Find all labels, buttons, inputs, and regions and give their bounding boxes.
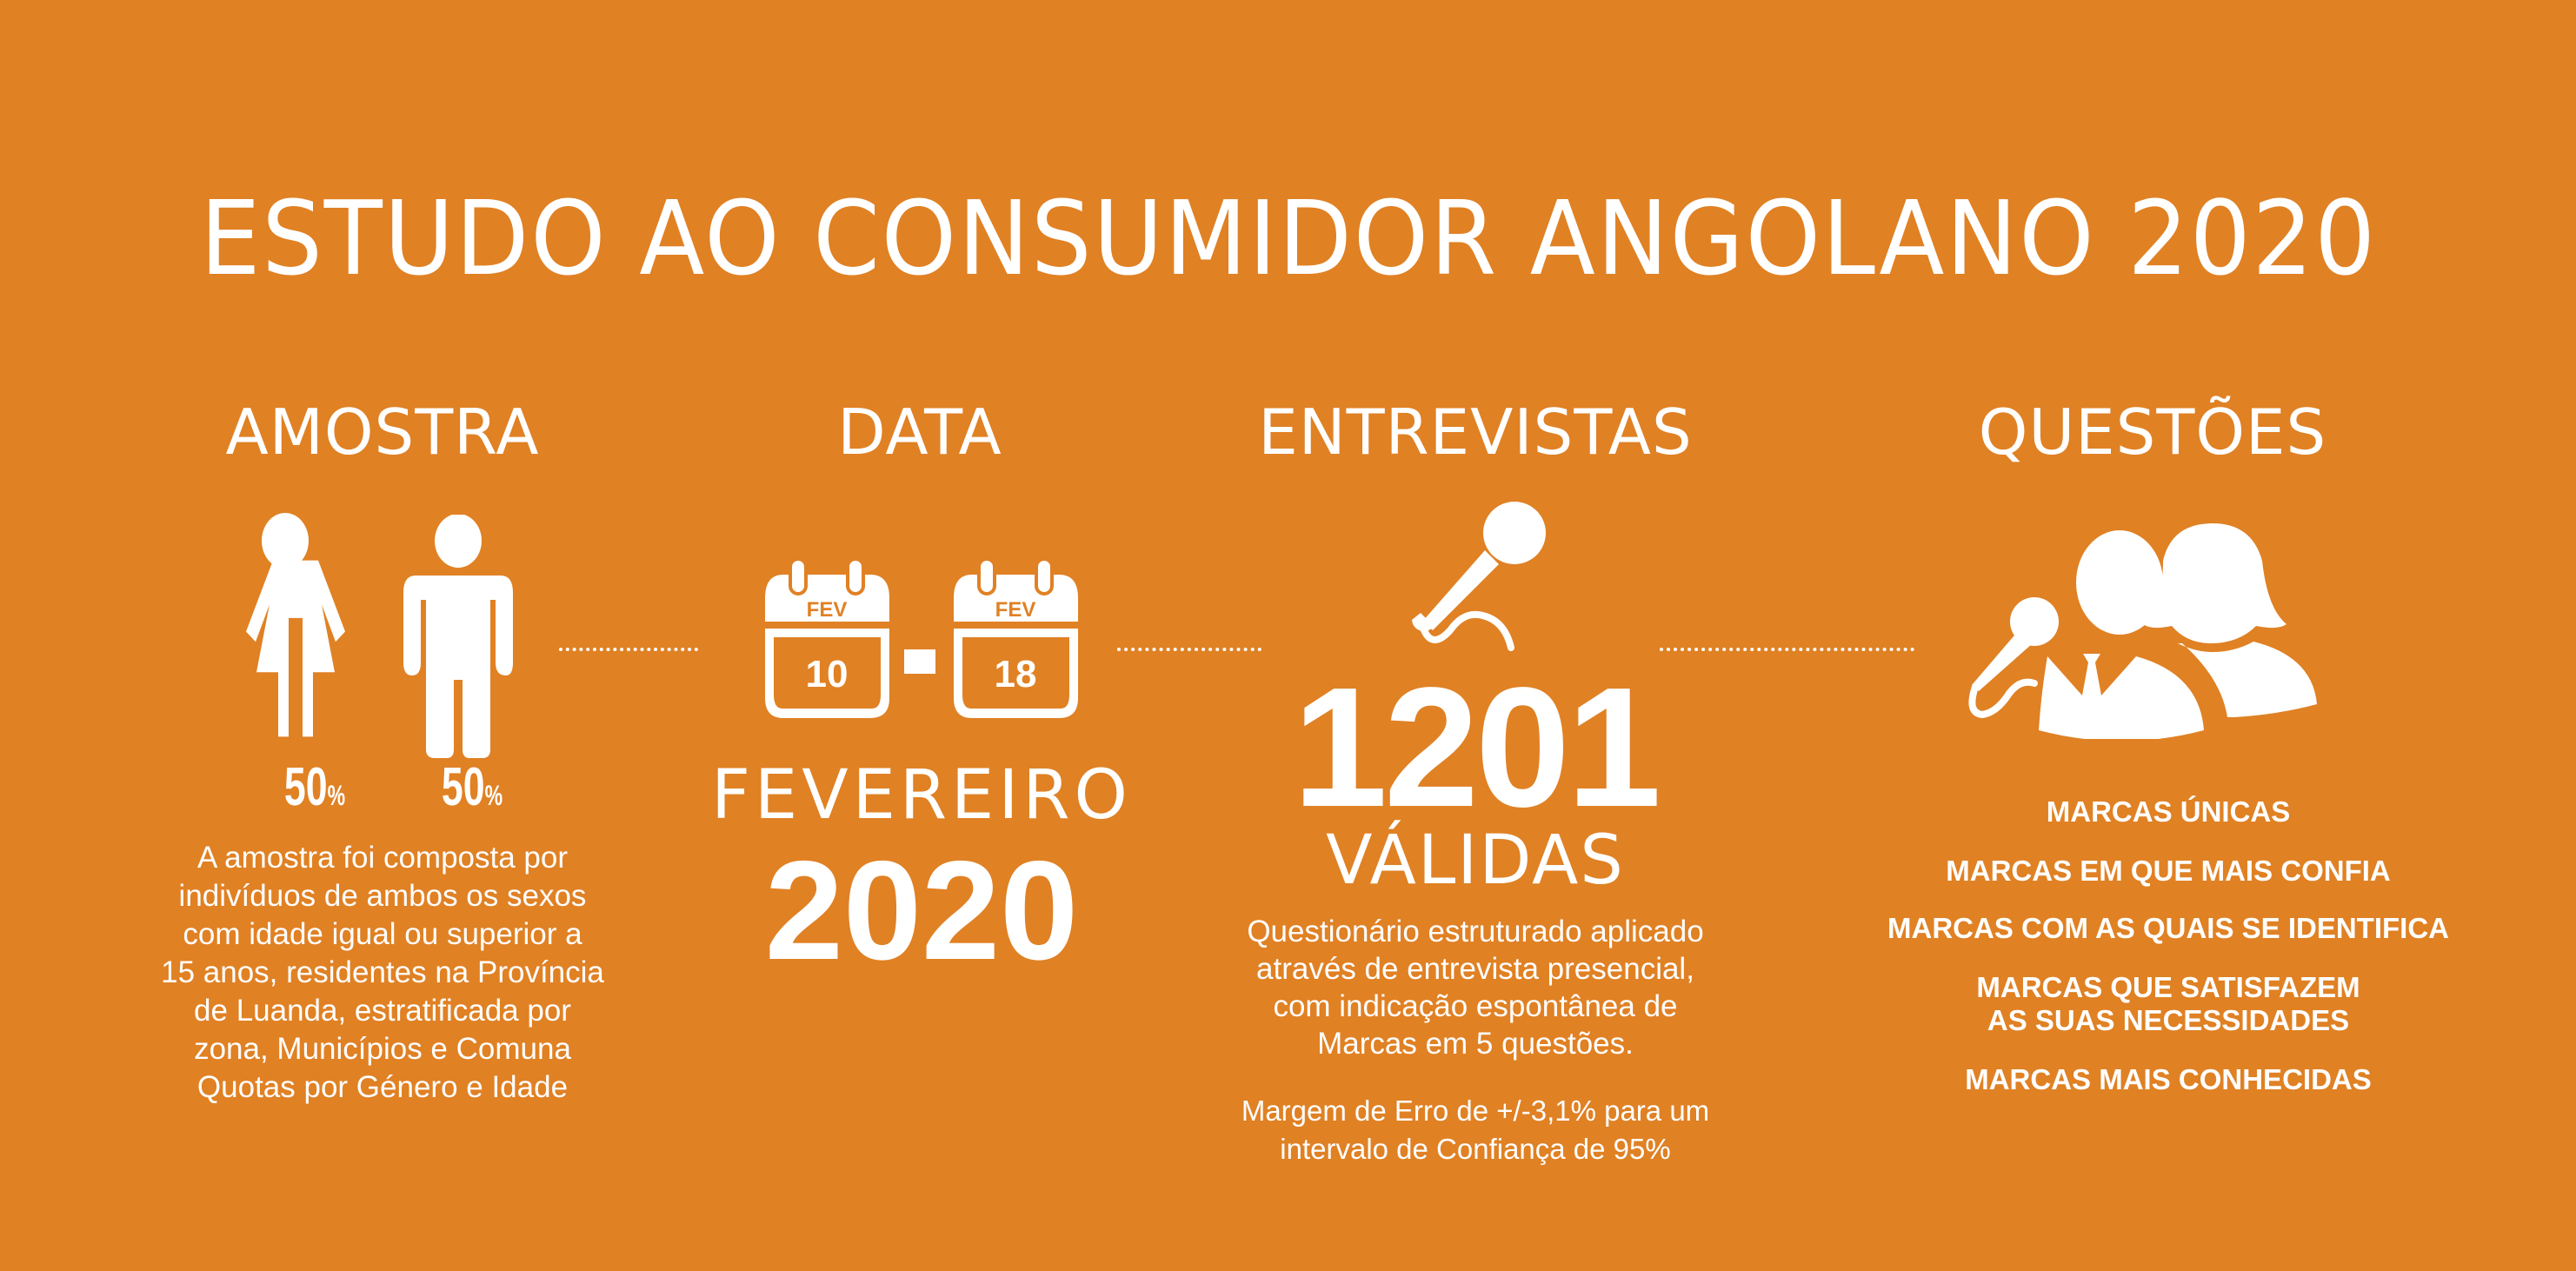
desc-line: Questionário estruturado aplicado (1247, 915, 1704, 948)
desc-line: através de entrevista presencial, (1256, 952, 1694, 986)
desc-line: com indicação espontânea de (1273, 989, 1678, 1023)
interview-count: 1201 (1292, 652, 1661, 842)
date-year: 2020 (764, 832, 1079, 989)
question-item: MARCAS ÚNICAS (2046, 795, 2291, 828)
question-item-continued: AS SUAS NECESSIDADES (1987, 1004, 2350, 1036)
desc-line: de Luanda, estratificada por (194, 994, 571, 1028)
question-item: MARCAS EM QUE MAIS CONFIA (1946, 855, 2391, 887)
man-icon (403, 515, 513, 758)
pct-sign: % (327, 780, 346, 811)
question-item: MARCAS COM AS QUAIS SE IDENTIFICA (1887, 912, 2449, 944)
calendar-month: FEV (807, 598, 848, 622)
desc-line: Marcas em 5 questões. (1317, 1027, 1634, 1061)
date-range-dash (904, 649, 935, 674)
interview-people-icon (1968, 523, 2317, 739)
margin-line: intervalo de Confiança de 95% (1280, 1133, 1671, 1165)
desc-line: indivíduos de ambos os sexos (178, 879, 587, 913)
male-percentage: 50% (442, 756, 503, 818)
question-item: MARCAS MAIS CONHECIDAS (1965, 1063, 2372, 1095)
heading-questoes: QUESTÕES (1978, 396, 2327, 469)
male-pct-value: 50 (441, 757, 485, 817)
interview-count-label: VÁLIDAS (1326, 822, 1625, 900)
dotted-divider (559, 648, 698, 651)
question-item: MARCAS QUE SATISFAZEM (1976, 971, 2360, 1003)
calendar-day: 10 (806, 653, 849, 695)
amostra-description: A amostra foi composta por indivíduos de… (161, 839, 604, 1107)
female-pct-value: 50 (283, 757, 328, 817)
margin-of-error: Margem de Erro de +/-3,1% para um interv… (1241, 1092, 1709, 1168)
pct-sign: % (484, 780, 503, 811)
calendar-start-icon: FEV 10 (765, 559, 889, 718)
dotted-divider (1117, 648, 1261, 651)
page-title: ESTUDO AO CONSUMIDOR ANGOLANO 2020 (200, 178, 2377, 298)
desc-line: A amostra foi composta por (196, 841, 569, 875)
calendar-end-icon: FEV 18 (954, 559, 1078, 718)
desc-line: 15 anos, residentes na Província (161, 955, 604, 989)
entrevistas-description: Questionário estruturado aplicado atravé… (1247, 913, 1703, 1062)
desc-line: com idade igual ou superior a (183, 917, 582, 951)
heading-amostra: AMOSTRA (225, 396, 540, 469)
desc-line: zona, Municípios e Comuna (194, 1032, 571, 1066)
margin-line: Margem de Erro de +/-3,1% para um (1241, 1095, 1710, 1127)
calendar-month: FEV (995, 598, 1036, 622)
questions-list: MARCAS ÚNICAS MARCAS EM QUE MAIS CONFIA … (1887, 795, 2449, 1096)
date-month: FEVEREIRO (711, 756, 1132, 835)
microphone-icon (1412, 502, 1546, 651)
heading-data: DATA (837, 396, 1002, 469)
dotted-divider (1660, 648, 1914, 651)
female-percentage: 50% (284, 756, 345, 818)
heading-entrevistas: ENTREVISTAS (1258, 396, 1693, 469)
calendar-day: 18 (995, 653, 1037, 695)
woman-icon (246, 513, 345, 737)
desc-line: Quotas por Género e Idade (196, 1070, 569, 1104)
